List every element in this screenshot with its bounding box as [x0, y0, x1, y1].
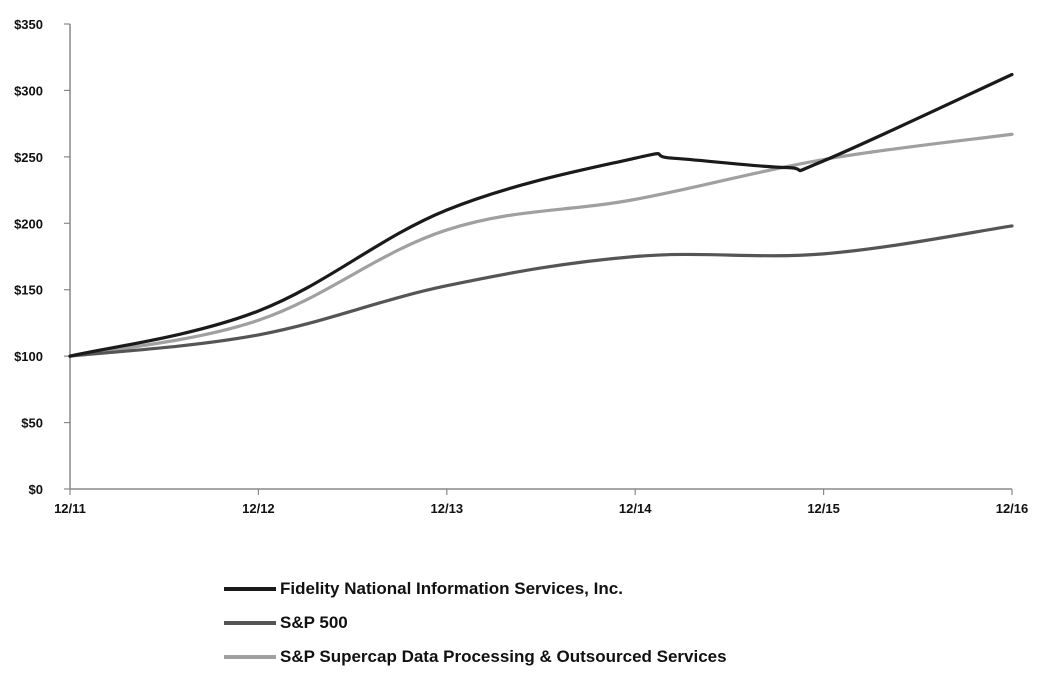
x-tick-label: 12/15 — [807, 501, 840, 516]
legend: Fidelity National Information Services, … — [224, 572, 727, 674]
y-tick-label: $50 — [21, 416, 43, 431]
y-tick-label: $250 — [14, 150, 43, 165]
legend-swatch-sp500 — [224, 621, 276, 625]
series-lines — [68, 72, 1014, 358]
y-tick-label: $100 — [14, 349, 43, 364]
y-axis-ticks: $0 $50 $100 $150 $200 $250 $300 $350 — [14, 17, 70, 497]
series-line-sp500 — [68, 224, 1014, 358]
legend-swatch-supercap — [224, 655, 276, 659]
y-tick-label: $200 — [14, 216, 43, 231]
y-tick-label: $350 — [14, 17, 43, 32]
x-tick-label: 12/11 — [54, 501, 86, 516]
x-axis-ticks: 12/11 12/12 12/13 12/14 12/15 12/16 — [54, 489, 1028, 516]
x-tick-label: 12/14 — [619, 501, 652, 516]
legend-swatch-fidelity — [224, 587, 276, 591]
legend-item-fidelity: Fidelity National Information Services, … — [224, 572, 727, 606]
series-line-fidelity — [68, 72, 1014, 358]
legend-label-supercap: S&P Supercap Data Processing & Outsource… — [280, 647, 727, 666]
y-tick-label: $0 — [29, 482, 43, 497]
y-tick-label: $300 — [14, 83, 43, 98]
legend-label-sp500: S&P 500 — [280, 613, 348, 632]
legend-label-fidelity: Fidelity National Information Services, … — [280, 579, 623, 598]
legend-item-supercap: S&P Supercap Data Processing & Outsource… — [224, 640, 727, 674]
series-line-supercap — [68, 132, 1014, 358]
x-tick-label: 12/12 — [242, 501, 275, 516]
x-tick-label: 12/16 — [996, 501, 1029, 516]
y-tick-label: $150 — [14, 283, 43, 298]
x-tick-label: 12/13 — [431, 501, 464, 516]
axes — [69, 24, 1012, 490]
legend-item-sp500: S&P 500 — [224, 606, 727, 640]
